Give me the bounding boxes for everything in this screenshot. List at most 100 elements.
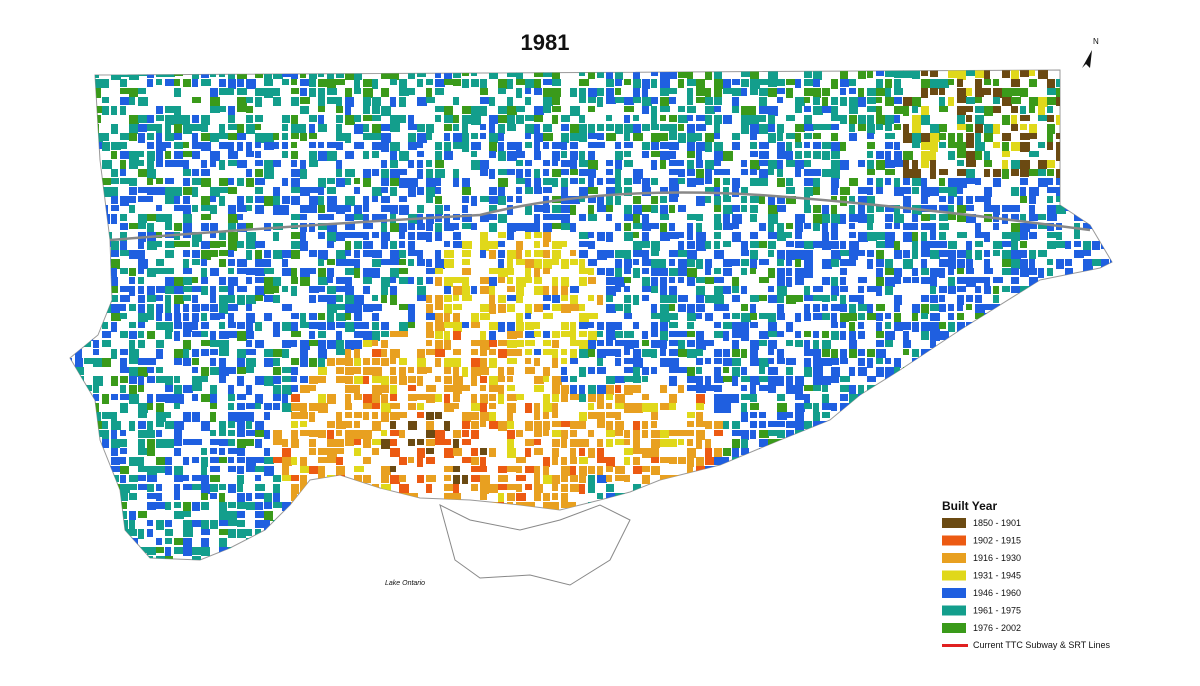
parcel [903, 70, 912, 78]
parcel [993, 169, 1001, 177]
parcel [525, 304, 532, 314]
parcel [129, 529, 137, 536]
parcel [219, 493, 225, 502]
parcel [273, 232, 279, 241]
parcel [453, 493, 461, 503]
parcel [588, 430, 594, 437]
parcel [156, 367, 163, 373]
parcel [480, 466, 487, 472]
parcel [390, 205, 398, 214]
parcel [867, 151, 873, 158]
parcel [651, 313, 661, 319]
legend-label: 1850 - 1901 [973, 518, 1021, 528]
parcel [642, 277, 650, 287]
parcel [543, 367, 550, 376]
parcel [300, 358, 308, 367]
parcel [525, 178, 531, 187]
parcel [192, 259, 200, 265]
parcel [714, 394, 723, 404]
parcel [894, 322, 903, 331]
parcel [435, 223, 442, 232]
parcel [426, 394, 435, 403]
parcel [912, 160, 918, 169]
parcel [120, 394, 129, 400]
parcel [930, 304, 939, 311]
parcel [345, 367, 354, 375]
parcel [597, 250, 607, 260]
parcel [732, 358, 741, 366]
parcel [237, 349, 246, 358]
parcel [858, 88, 864, 98]
parcel [597, 142, 605, 148]
parcel [993, 178, 1001, 187]
parcel [174, 196, 180, 204]
parcel [318, 457, 328, 463]
parcel [273, 439, 283, 445]
parcel [93, 394, 99, 401]
parcel [894, 142, 900, 150]
parcel [732, 430, 741, 436]
parcel [435, 295, 443, 305]
parcel [921, 304, 929, 314]
parcel [345, 277, 352, 286]
parcel [444, 142, 451, 152]
parcel [480, 106, 487, 116]
parcel [606, 286, 616, 296]
parcel [507, 448, 516, 458]
parcel [372, 232, 379, 238]
parcel [219, 313, 225, 319]
parcel [489, 142, 497, 152]
parcel [534, 376, 544, 384]
parcel [696, 295, 704, 303]
parcel [867, 286, 876, 292]
parcel [534, 169, 540, 178]
parcel [1002, 250, 1011, 259]
parcel [345, 232, 354, 238]
parcel [291, 394, 300, 402]
parcel [309, 322, 319, 329]
parcel [741, 70, 750, 77]
parcel [948, 259, 956, 269]
parcel [840, 286, 848, 292]
parcel [822, 106, 831, 113]
parcel [327, 358, 335, 366]
parcel [201, 160, 207, 168]
parcel [399, 367, 406, 376]
parcel [651, 106, 657, 115]
parcel [894, 268, 902, 277]
parcel [885, 367, 894, 377]
parcel [993, 295, 999, 303]
parcel [552, 475, 560, 484]
parcel [408, 439, 415, 446]
parcel [732, 214, 742, 224]
parcel [201, 115, 210, 125]
parcel [174, 502, 181, 508]
parcel [318, 151, 327, 161]
parcel [192, 556, 201, 560]
parcel [561, 259, 569, 269]
parcel [129, 286, 135, 296]
parcel [453, 97, 459, 105]
parcel [201, 547, 210, 556]
parcel [597, 358, 603, 366]
parcel [102, 331, 111, 338]
parcel [759, 88, 768, 96]
parcel [912, 169, 921, 178]
parcel [183, 169, 191, 176]
parcel [1029, 124, 1037, 134]
parcel [552, 79, 561, 86]
parcel [219, 502, 227, 511]
parcel [777, 79, 785, 86]
parcel [948, 250, 956, 260]
parcel [561, 457, 567, 465]
parcel [1038, 223, 1047, 229]
parcel [669, 196, 678, 202]
parcel [588, 367, 595, 374]
parcel [714, 331, 724, 338]
parcel [363, 403, 372, 409]
parcel [138, 403, 148, 413]
parcel [471, 160, 481, 170]
parcel [588, 160, 598, 170]
parcel [651, 97, 658, 104]
parcel [885, 331, 895, 340]
